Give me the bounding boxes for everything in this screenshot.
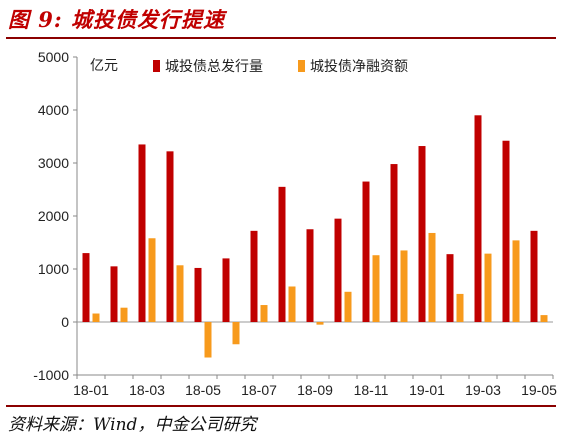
gross-issuance-bar	[250, 230, 258, 322]
gross-issuance-bar	[222, 258, 230, 322]
net-financing-bar	[176, 265, 184, 322]
x-tick-label: 19-05	[521, 382, 557, 398]
net-financing-bar	[456, 293, 464, 322]
net-financing-bar	[400, 250, 408, 322]
y-tick-label: 3000	[38, 155, 69, 171]
net-financing-bar	[428, 232, 436, 322]
legend-swatch-gross	[153, 60, 160, 72]
y-tick-label: 4000	[38, 102, 69, 118]
y-tick-label: -1000	[33, 367, 69, 383]
legend-label-net: 城投债净融资额	[310, 59, 408, 75]
net-financing-bar	[120, 307, 128, 322]
bar-chart: -1000 0 1000 2000 3000 4000 5000 亿元 18-01 18-03 18…	[33, 49, 557, 398]
legend-swatch-net	[298, 60, 305, 72]
gross-issuance-bar	[138, 144, 146, 322]
gross-issuance-bar	[278, 186, 286, 322]
x-tick-label: 18-11	[354, 382, 389, 398]
footer-rule	[6, 405, 556, 407]
gross-issuance-bar	[390, 164, 398, 322]
y-tick-label: 0	[61, 314, 69, 330]
y-tick-label: 5000	[38, 49, 69, 65]
gross-issuance-bar	[194, 267, 202, 322]
gross-issuance-bar	[166, 151, 174, 322]
net-financing-bar	[288, 286, 296, 322]
x-tick-label: 18-01	[73, 382, 109, 398]
net-financing-bar	[148, 238, 156, 322]
x-tick-label: 18-07	[241, 382, 277, 398]
x-tick-label: 19-03	[465, 382, 501, 398]
y-axis-unit-label: 亿元	[90, 58, 118, 74]
net-financing-bar	[316, 322, 324, 325]
title-rule	[6, 37, 556, 39]
gross-issuance-bar	[446, 254, 454, 322]
gross-issuance-bar	[418, 146, 426, 322]
gross-issuance-bar	[110, 266, 118, 322]
figure-title: 图 9: 城投债发行提速	[8, 7, 225, 32]
gross-issuance-bar	[502, 140, 510, 322]
x-tick-label: 18-03	[129, 382, 165, 398]
net-financing-bar	[344, 291, 352, 322]
net-financing-bar	[372, 255, 380, 322]
y-tick-label: 2000	[38, 208, 69, 224]
net-financing-bar	[92, 313, 100, 322]
net-financing-bar	[512, 240, 520, 322]
legend-label-gross: 城投债总发行量	[165, 59, 263, 75]
gross-issuance-bar	[530, 230, 538, 322]
source-note: 资料来源：Wind，中金公司研究	[8, 415, 257, 435]
gross-issuance-bar	[82, 253, 90, 322]
x-tick-label: 19-01	[409, 382, 445, 398]
gross-issuance-bar	[306, 229, 314, 322]
x-tick-label: 18-09	[297, 382, 333, 398]
net-financing-bar	[204, 322, 212, 358]
x-tick-label: 18-05	[185, 382, 221, 398]
net-financing-bar	[260, 305, 268, 322]
y-tick-label: 1000	[38, 261, 69, 277]
net-financing-bar	[540, 315, 548, 322]
net-financing-bar	[232, 322, 240, 345]
gross-issuance-bar	[362, 181, 370, 322]
net-financing-bar	[484, 253, 492, 322]
gross-issuance-bar	[474, 115, 482, 322]
gross-issuance-bar	[334, 218, 342, 322]
